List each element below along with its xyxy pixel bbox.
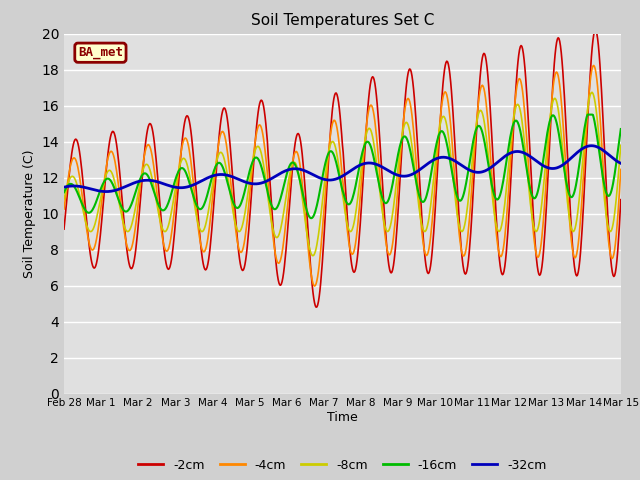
-32cm [335, 175, 342, 181]
Title: Soil Temperatures Set C: Soil Temperatures Set C [251, 13, 434, 28]
-16cm [335, 169, 342, 175]
-2cm [617, 197, 625, 203]
-2cm [312, 304, 320, 310]
-2cm [591, 27, 599, 33]
X-axis label: Time: Time [327, 411, 358, 424]
-4cm [566, 229, 574, 235]
Line: -16cm: -16cm [64, 115, 621, 218]
-16cm [566, 194, 574, 200]
-32cm [617, 160, 625, 166]
-8cm [182, 159, 190, 165]
Line: -4cm: -4cm [64, 65, 621, 286]
-2cm [389, 267, 397, 273]
Line: -32cm: -32cm [64, 146, 621, 192]
Line: -2cm: -2cm [64, 30, 621, 307]
-16cm [584, 112, 591, 118]
-16cm [182, 170, 190, 176]
-8cm [335, 162, 342, 168]
-32cm [444, 155, 451, 161]
-8cm [60, 196, 68, 202]
-32cm [566, 156, 574, 161]
Line: -8cm: -8cm [64, 92, 621, 256]
-2cm [566, 212, 574, 218]
-32cm [102, 189, 109, 194]
-2cm [335, 99, 342, 105]
-16cm [308, 216, 316, 221]
-4cm [206, 218, 214, 224]
-8cm [617, 143, 625, 148]
-32cm [588, 143, 595, 149]
-4cm [617, 167, 625, 172]
-16cm [60, 190, 68, 195]
-2cm [206, 244, 214, 250]
-32cm [389, 170, 397, 176]
-32cm [183, 184, 191, 190]
-4cm [590, 62, 598, 68]
-8cm [389, 210, 397, 216]
-16cm [206, 181, 214, 187]
-8cm [566, 222, 574, 228]
-16cm [617, 126, 625, 132]
-16cm [389, 181, 397, 187]
-32cm [207, 174, 215, 180]
Y-axis label: Soil Temperature (C): Soil Temperature (C) [23, 149, 36, 278]
-2cm [60, 226, 68, 232]
-4cm [310, 283, 318, 289]
Legend: -2cm, -4cm, -8cm, -16cm, -32cm: -2cm, -4cm, -8cm, -16cm, -32cm [133, 454, 552, 477]
-4cm [335, 136, 342, 142]
-2cm [444, 59, 451, 65]
-4cm [444, 96, 451, 102]
-8cm [309, 253, 317, 259]
Text: BA_met: BA_met [78, 46, 123, 59]
-4cm [389, 240, 397, 246]
-8cm [206, 197, 214, 203]
-8cm [444, 127, 451, 133]
-4cm [182, 136, 190, 142]
-16cm [444, 144, 451, 150]
-4cm [60, 206, 68, 212]
-32cm [60, 184, 68, 190]
-2cm [182, 114, 190, 120]
-8cm [588, 89, 596, 95]
